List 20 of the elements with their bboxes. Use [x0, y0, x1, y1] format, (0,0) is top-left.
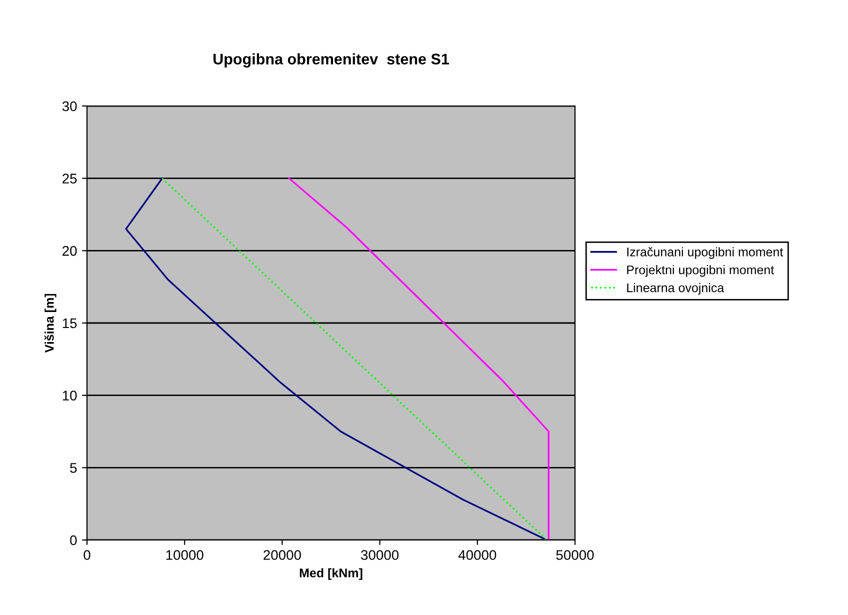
y-tick-label: 10 — [62, 390, 77, 401]
x-tick-label: 50000 — [556, 550, 594, 560]
legend-label: Izračunani upogibni moment — [627, 247, 784, 259]
y-tick-label: 30 — [62, 101, 77, 112]
line-series — [288, 178, 550, 540]
y-tick-label: 25 — [62, 174, 77, 184]
x-tick-label: 40000 — [458, 550, 496, 560]
x-tick-label: 0 — [84, 550, 90, 560]
x-axis-title: Med [kNm] — [300, 568, 362, 580]
x-tick-label: 20000 — [264, 550, 301, 560]
legend-label: Projektni upogibni moment — [627, 265, 774, 277]
x-tick-label: 10000 — [166, 550, 204, 560]
legend-label: Linearna ovojnica — [627, 283, 724, 295]
y-axis-title: Višina [m] — [44, 294, 56, 353]
y-tick-label: 0 — [70, 535, 77, 546]
chart-title: Upogibna obremenitev stene S1 — [213, 53, 450, 68]
x-tick-label: 30000 — [361, 550, 399, 560]
y-tick-label: 15 — [62, 318, 77, 328]
y-tick-label: 20 — [62, 246, 77, 256]
y-tick-label: 5 — [70, 463, 77, 473]
